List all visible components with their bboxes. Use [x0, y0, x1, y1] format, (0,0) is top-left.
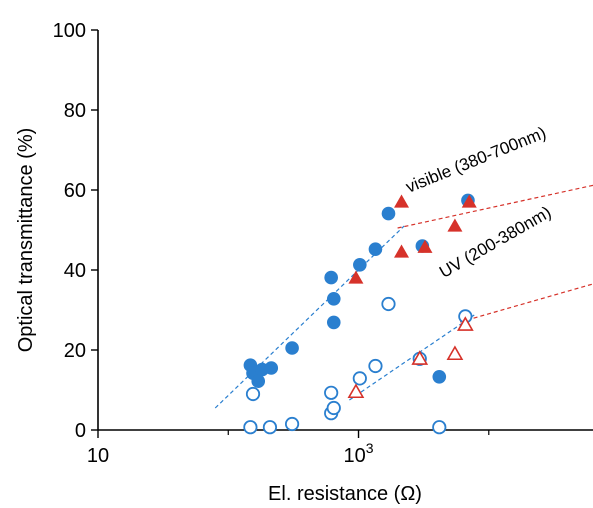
- data-point-open-triangle: [446, 345, 464, 361]
- y-tick-label: 20: [64, 340, 86, 362]
- data-point-filled-triangle: [461, 194, 477, 208]
- data-point-open-circle: [243, 420, 258, 435]
- data-point-open-circle: [326, 400, 341, 416]
- data-point-filled-circle: [251, 374, 266, 389]
- y-axis-label: Optical transmittance (%): [15, 128, 37, 353]
- y-tick-label: 0: [75, 420, 86, 442]
- fit-line: [397, 184, 593, 229]
- data-point-open-circle: [262, 420, 278, 435]
- data-point-filled-circle: [368, 242, 383, 256]
- y-tick-label: 80: [64, 100, 86, 122]
- fit-line: [214, 225, 405, 409]
- fit-line: [349, 313, 477, 401]
- data-point-open-triangle: [411, 350, 429, 365]
- data-point-filled-circle: [264, 361, 279, 375]
- data-point-filled-circle: [432, 370, 447, 384]
- data-point-filled-triangle: [447, 218, 463, 232]
- data-point-filled-circle: [381, 206, 396, 221]
- data-point-filled-triangle: [394, 244, 410, 258]
- data-point-filled-triangle: [417, 239, 433, 253]
- data-point-open-circle: [284, 416, 300, 432]
- data-point-open-circle: [245, 386, 261, 402]
- data-point-open-circle: [324, 385, 339, 400]
- x-axis-label: El. resistance (Ω): [268, 483, 422, 505]
- data-point-open-triangle: [456, 316, 474, 331]
- x-tick-label: 103: [344, 440, 374, 467]
- annotation-uv: UV (200-380nm): [436, 203, 554, 282]
- data-point-filled-circle: [353, 258, 367, 272]
- data-point-open-circle: [432, 420, 447, 435]
- data-point-filled-circle: [285, 341, 299, 355]
- data-point-filled-circle: [326, 292, 341, 306]
- y-tick-label: 100: [53, 20, 86, 42]
- annotation-visible: visible (380-700nm): [403, 123, 549, 197]
- y-tick-label: 40: [64, 260, 86, 282]
- data-point-filled-triangle: [394, 194, 410, 208]
- data-point-open-circle: [352, 371, 367, 386]
- data-point-open-circle: [368, 358, 383, 374]
- data-point-open-triangle: [347, 383, 365, 399]
- data-point-open-circle: [381, 296, 396, 312]
- data-point-filled-circle: [326, 315, 341, 330]
- x-tick-label: 10: [87, 445, 109, 467]
- data-point-filled-triangle: [348, 270, 364, 284]
- data-point-filled-circle: [324, 270, 338, 285]
- y-tick-label: 60: [64, 180, 86, 202]
